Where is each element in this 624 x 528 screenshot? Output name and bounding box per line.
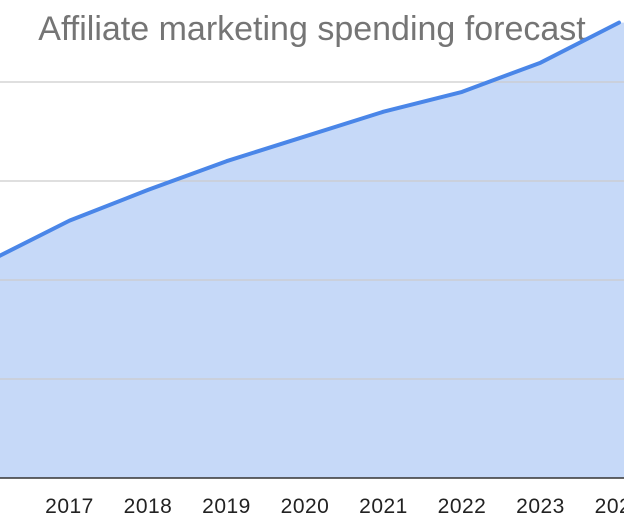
x-tick-label-2021: 2021 bbox=[359, 495, 408, 518]
area-fill bbox=[0, 22, 624, 478]
x-tick-label-2024: 2024 bbox=[595, 495, 624, 518]
x-tick-label-2019: 2019 bbox=[202, 495, 251, 518]
series-line bbox=[0, 20, 621, 258]
chart-title: Affiliate marketing spending forecast bbox=[38, 10, 586, 48]
x-tick-label-2020: 2020 bbox=[281, 495, 330, 518]
x-tick-label-2022: 2022 bbox=[438, 495, 487, 518]
x-tick-label-2023: 2023 bbox=[516, 495, 565, 518]
x-tick-label-2018: 2018 bbox=[124, 495, 173, 518]
x-tick-label-2017: 2017 bbox=[45, 495, 94, 518]
